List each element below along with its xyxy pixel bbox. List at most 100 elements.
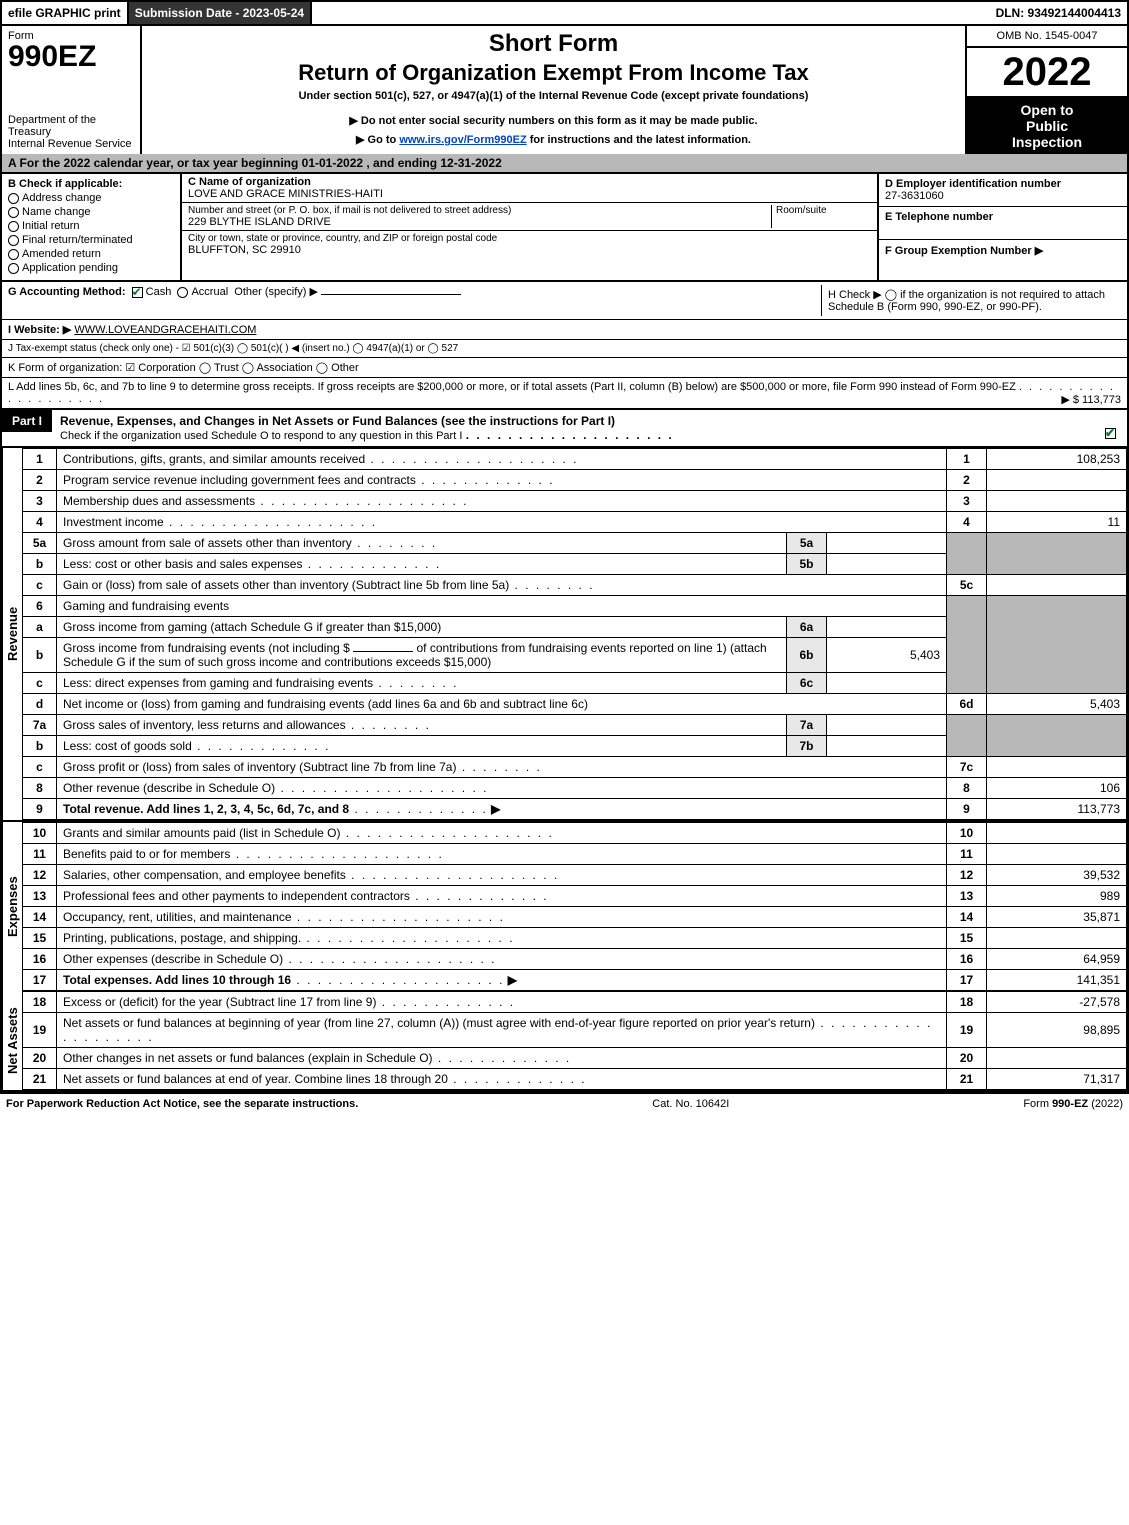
- chk-cash[interactable]: [132, 287, 143, 298]
- header-right: OMB No. 1545-0047 2022 Open to Public In…: [967, 26, 1127, 154]
- irs-link[interactable]: www.irs.gov/Form990EZ: [399, 134, 526, 146]
- line-6d: dNet income or (loss) from gaming and fu…: [23, 694, 1127, 715]
- expenses-section: Expenses 10Grants and similar amounts pa…: [0, 820, 1129, 991]
- omb-number: OMB No. 1545-0047: [967, 26, 1127, 48]
- line-6: 6Gaming and fundraising events: [23, 596, 1127, 617]
- row-g: G Accounting Method: Cash Accrual Other …: [8, 285, 821, 316]
- footer-center: Cat. No. 10642I: [652, 1098, 729, 1110]
- chk-initial[interactable]: Initial return: [8, 220, 174, 232]
- part1-schedule-o-check[interactable]: [1105, 428, 1116, 439]
- inspection-box: Open to Public Inspection: [967, 98, 1127, 154]
- netassets-table: 18Excess or (deficit) for the year (Subt…: [22, 991, 1127, 1090]
- part1-title: Revenue, Expenses, and Changes in Net As…: [52, 410, 1127, 446]
- insp-l2: Public: [969, 118, 1125, 134]
- chk-address[interactable]: Address change: [8, 192, 174, 204]
- line-7a: 7aGross sales of inventory, less returns…: [23, 715, 1127, 736]
- c-name-label: C Name of organization: [188, 176, 871, 188]
- c-name-row: C Name of organization LOVE AND GRACE MI…: [182, 174, 877, 203]
- line-14: 14Occupancy, rent, utilities, and mainte…: [23, 907, 1127, 928]
- row-gh: G Accounting Method: Cash Accrual Other …: [0, 282, 1129, 320]
- chk-name[interactable]: Name change: [8, 206, 174, 218]
- col-c: C Name of organization LOVE AND GRACE MI…: [182, 174, 877, 280]
- page-footer: For Paperwork Reduction Act Notice, see …: [0, 1092, 1129, 1114]
- row-i: I Website: ▶ WWW.LOVEANDGRACEHAITI.COM: [0, 320, 1129, 340]
- city-label: City or town, state or province, country…: [188, 233, 871, 244]
- efile-label[interactable]: efile GRAPHIC print: [2, 2, 129, 24]
- line-9: 9Total revenue. Add lines 1, 2, 3, 4, 5c…: [23, 799, 1127, 820]
- chk-accrual[interactable]: [177, 287, 188, 298]
- d-phone: E Telephone number: [879, 207, 1127, 240]
- i-label: I Website: ▶: [8, 324, 71, 336]
- c-city-row: City or town, state or province, country…: [182, 231, 877, 258]
- chk-amended[interactable]: Amended return: [8, 248, 174, 260]
- top-spacer: [312, 2, 989, 24]
- street-value: 229 BLYTHE ISLAND DRIVE: [188, 216, 771, 228]
- line-4: 4Investment income411: [23, 512, 1127, 533]
- netassets-section: Net Assets 18Excess or (deficit) for the…: [0, 991, 1129, 1092]
- line-16: 16Other expenses (describe in Schedule O…: [23, 949, 1127, 970]
- row-l: L Add lines 5b, 6c, and 7b to line 9 to …: [0, 378, 1129, 410]
- insp-l1: Open to: [969, 102, 1125, 118]
- line-21: 21Net assets or fund balances at end of …: [23, 1069, 1127, 1090]
- side-revenue: Revenue: [2, 448, 22, 820]
- chk-pending[interactable]: Application pending: [8, 262, 174, 274]
- l-text: L Add lines 5b, 6c, and 7b to line 9 to …: [8, 381, 1016, 393]
- form-header: Form 990EZ Department of the Treasury In…: [0, 26, 1129, 154]
- website-value[interactable]: WWW.LOVEANDGRACEHAITI.COM: [74, 324, 256, 336]
- side-expenses: Expenses: [2, 822, 22, 991]
- short-form-title: Short Form: [150, 30, 957, 58]
- d-ein-value: 27-3631060: [885, 190, 1121, 202]
- line-15: 15Printing, publications, postage, and s…: [23, 928, 1127, 949]
- row-j: J Tax-exempt status (check only one) - ☑…: [0, 340, 1129, 358]
- revenue-section: Revenue 1Contributions, gifts, grants, a…: [0, 448, 1129, 820]
- row-a: A For the 2022 calendar year, or tax yea…: [0, 154, 1129, 174]
- line-7c: cGross profit or (loss) from sales of in…: [23, 757, 1127, 778]
- city-value: BLUFFTON, SC 29910: [188, 244, 871, 256]
- b-header: B Check if applicable:: [8, 178, 174, 190]
- header-left: Form 990EZ Department of the Treasury In…: [2, 26, 142, 154]
- goto-pre: ▶ Go to: [356, 134, 399, 146]
- line-8: 8Other revenue (describe in Schedule O)8…: [23, 778, 1127, 799]
- line-5a: 5aGross amount from sale of assets other…: [23, 533, 1127, 554]
- footer-right: Form 990-EZ (2022): [1023, 1098, 1123, 1110]
- side-netassets: Net Assets: [2, 991, 22, 1090]
- org-name: LOVE AND GRACE MINISTRIES-HAITI: [188, 188, 871, 200]
- line-2: 2Program service revenue including gover…: [23, 470, 1127, 491]
- subtitle: Under section 501(c), 527, or 4947(a)(1)…: [150, 90, 957, 102]
- f-group-label: F Group Exemption Number ▶: [885, 244, 1121, 257]
- line-3: 3Membership dues and assessments3: [23, 491, 1127, 512]
- line-18: 18Excess or (deficit) for the year (Subt…: [23, 992, 1127, 1013]
- main-title: Return of Organization Exempt From Incom…: [150, 60, 957, 86]
- row-k: K Form of organization: ☑ Corporation ◯ …: [0, 358, 1129, 378]
- part1-label: Part I: [2, 410, 52, 432]
- room-label: Room/suite: [771, 205, 871, 228]
- line-12: 12Salaries, other compensation, and empl…: [23, 865, 1127, 886]
- line-11: 11Benefits paid to or for members11: [23, 844, 1127, 865]
- submission-date: Submission Date - 2023-05-24: [129, 2, 312, 24]
- col-b: B Check if applicable: Address change Na…: [2, 174, 182, 280]
- street-label: Number and street (or P. O. box, if mail…: [188, 205, 771, 216]
- line-1: 1Contributions, gifts, grants, and simil…: [23, 449, 1127, 470]
- line-5c: cGain or (loss) from sale of assets othe…: [23, 575, 1127, 596]
- g-label: G Accounting Method:: [8, 286, 126, 298]
- row-h: H Check ▶ ◯ if the organization is not r…: [821, 285, 1121, 316]
- l-amount: ▶ $ 113,773: [1061, 393, 1121, 406]
- chk-final[interactable]: Final return/terminated: [8, 234, 174, 246]
- line-13: 13Professional fees and other payments t…: [23, 886, 1127, 907]
- line-17: 17Total expenses. Add lines 10 through 1…: [23, 970, 1127, 991]
- line-10: 10Grants and similar amounts paid (list …: [23, 823, 1127, 844]
- expenses-table: 10Grants and similar amounts paid (list …: [22, 822, 1127, 991]
- dept-label: Department of the Treasury Internal Reve…: [8, 114, 134, 150]
- tax-year: 2022: [967, 48, 1127, 98]
- c-street-row: Number and street (or P. O. box, if mail…: [182, 203, 877, 231]
- e-phone-label: E Telephone number: [885, 211, 1121, 223]
- ssn-note: ▶ Do not enter social security numbers o…: [150, 114, 957, 127]
- block-bcd: B Check if applicable: Address change Na…: [0, 174, 1129, 282]
- d-group: F Group Exemption Number ▶: [879, 240, 1127, 261]
- dln-label: DLN: 93492144004413: [990, 2, 1127, 24]
- top-bar: efile GRAPHIC print Submission Date - 20…: [0, 0, 1129, 26]
- revenue-table: 1Contributions, gifts, grants, and simil…: [22, 448, 1127, 820]
- d-ein: D Employer identification number 27-3631…: [879, 174, 1127, 207]
- part1-header: Part I Revenue, Expenses, and Changes in…: [0, 410, 1129, 448]
- col-d: D Employer identification number 27-3631…: [877, 174, 1127, 280]
